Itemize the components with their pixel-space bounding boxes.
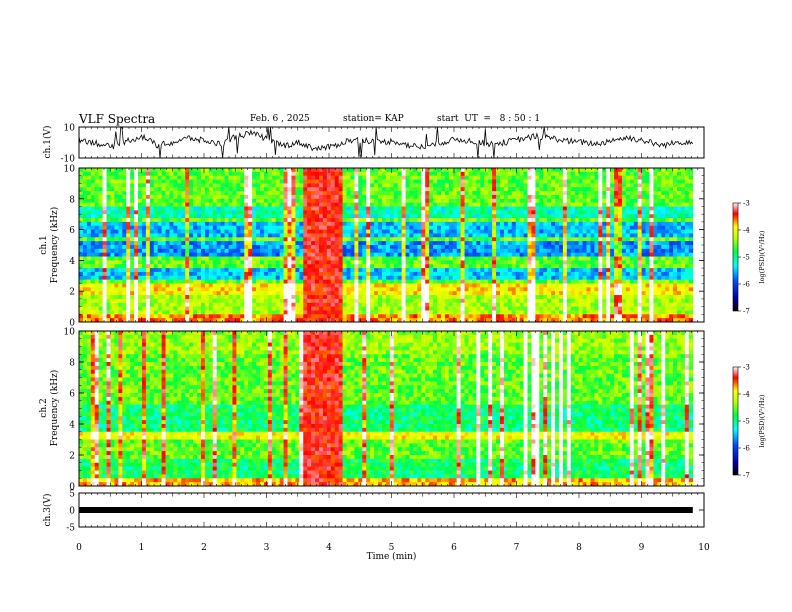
y-tick-label: 5 <box>69 490 75 500</box>
colorbar <box>733 367 738 475</box>
vlf-figure: 10-100246810024681050-5ch.1(V)ch.1 Freque… <box>0 0 792 612</box>
x-tick-label: 7 <box>514 543 520 553</box>
ch1-trace <box>79 127 693 158</box>
spectrogram-ch2 <box>79 331 693 486</box>
y-tick-label: -10 <box>61 155 76 165</box>
ch2-freq-axis-title: ch.2 <box>39 398 49 417</box>
y-tick-label: 6 <box>69 390 75 400</box>
colorbar-label: log(PSD)(V²/Hz) <box>758 230 766 283</box>
x-tick-label: 6 <box>451 543 457 553</box>
colorbar-tick-label: -7 <box>743 308 750 316</box>
ch1-freq-axis-title: ch.1 <box>39 235 49 254</box>
y-tick-label: 0 <box>69 507 75 517</box>
spectrogram-ch1 <box>79 168 693 322</box>
y-tick-label: 2 <box>69 452 75 462</box>
colorbar-tick-label: -4 <box>743 227 750 235</box>
x-tick-label: 10 <box>698 543 710 553</box>
colorbar-tick-label: -5 <box>743 254 750 262</box>
x-tick-label: 8 <box>576 543 582 553</box>
colorbar-tick-label: -3 <box>743 200 750 208</box>
y-tick-label: 6 <box>69 226 75 236</box>
y-tick-label: 10 <box>64 328 76 338</box>
y-tick-label: 8 <box>69 195 75 205</box>
y-tick-label: 10 <box>64 124 76 134</box>
colorbar <box>733 203 738 311</box>
y-tick-label: -5 <box>66 524 75 534</box>
colorbar-tick-label: -4 <box>743 391 750 399</box>
ch3-trace <box>79 507 693 513</box>
y-tick-label: 2 <box>69 288 75 298</box>
ch1-freq-axis-title: Frequency (kHz) <box>49 207 60 284</box>
colorbar-tick-label: -5 <box>743 418 750 426</box>
ch1-y-axis-title: ch.1(V) <box>42 126 53 159</box>
y-tick-label: 10 <box>64 165 76 175</box>
x-tick-label: 9 <box>639 543 645 553</box>
x-tick-label: 1 <box>139 543 145 553</box>
colorbar-tick-label: -6 <box>743 445 750 453</box>
x-tick-label: 3 <box>264 543 270 553</box>
colorbar-tick-label: -3 <box>743 364 750 372</box>
x-tick-label: 0 <box>76 543 82 553</box>
colorbar-label: log(PSD)(V²/Hz) <box>758 394 766 447</box>
y-tick-label: 4 <box>69 257 75 267</box>
y-tick-label: 8 <box>69 359 75 369</box>
ch3-y-axis-title: ch.3(V) <box>42 494 53 527</box>
x-tick-label: 2 <box>201 543 207 553</box>
ch2-freq-axis-title: Frequency (kHz) <box>49 370 60 447</box>
x-axis-title: Time (min) <box>367 551 417 562</box>
colorbar-tick-label: -7 <box>743 472 750 480</box>
colorbar-tick-label: -6 <box>743 281 750 289</box>
y-tick-label: 4 <box>69 421 75 431</box>
x-tick-label: 4 <box>326 543 332 553</box>
